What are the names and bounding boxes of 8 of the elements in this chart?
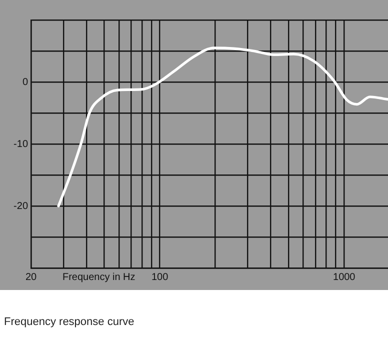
- y-tick-label: -20: [14, 200, 28, 212]
- y-tick-label: 0: [22, 76, 28, 88]
- text: Frequency response curve: [4, 316, 136, 328]
- x-tick-label: 20: [25, 272, 37, 283]
- x-tick-label: 100: [151, 272, 169, 283]
- x-axis-title: Frequency in Hz: [62, 272, 136, 283]
- x-tick-label: 1000: [333, 272, 356, 283]
- y-tick-label: -10: [14, 138, 28, 150]
